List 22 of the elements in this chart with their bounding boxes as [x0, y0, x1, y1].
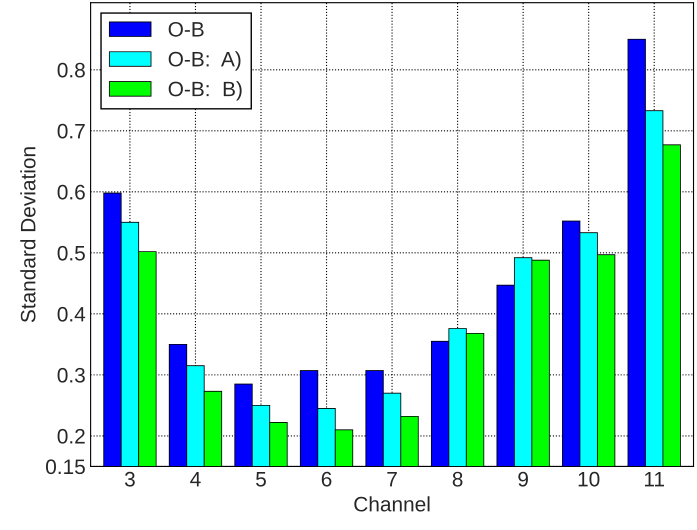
y-tick-label: 0.15 [46, 459, 85, 474]
legend-label: O-B: B) [168, 81, 242, 100]
x-tick-label: 4 [190, 472, 201, 486]
x-tick-label: 11 [644, 472, 664, 486]
y-tick-label: 0.7 [58, 124, 85, 139]
x-tick-label: 9 [518, 472, 528, 487]
y-axis-title: Standard Deviation [20, 147, 36, 322]
x-tick-label: 6 [322, 472, 332, 487]
legend-label: O-B: A) [168, 51, 240, 71]
x-tick-label: 7 [387, 472, 397, 486]
y-tick-label: 0.4 [58, 306, 86, 322]
x-axis-title: Channel [354, 496, 430, 512]
y-tick-label: 0.5 [58, 246, 85, 261]
legend-label: O-B [168, 22, 204, 37]
y-tick-label: 0.8 [58, 62, 85, 78]
x-tick-label: 10 [578, 472, 600, 487]
x-tick-label: 5 [256, 472, 266, 487]
x-tick-label: 3 [124, 472, 135, 487]
y-tick-label: 0.2 [58, 428, 85, 444]
y-tick-label: 0.6 [58, 184, 85, 200]
x-tick-label: 8 [452, 472, 462, 487]
y-tick-label: 0.3 [58, 368, 85, 383]
